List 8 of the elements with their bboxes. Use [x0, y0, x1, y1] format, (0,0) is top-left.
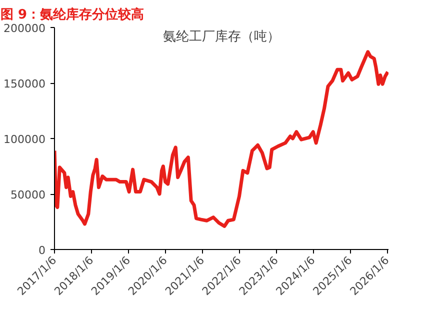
y-tick-label: 50000	[10, 188, 46, 202]
y-tick-label: 150000	[4, 78, 46, 90]
chart-subtitle: 氨纶工厂库存（吨）	[163, 30, 280, 44]
y-tick-label: 100000	[4, 133, 46, 146]
y-tick-label: 200000	[4, 22, 46, 35]
line-series	[54, 50, 388, 228]
y-tick-label: 0	[38, 244, 46, 257]
chart-title: 图 9：氨纶库存分位较高	[0, 6, 144, 22]
